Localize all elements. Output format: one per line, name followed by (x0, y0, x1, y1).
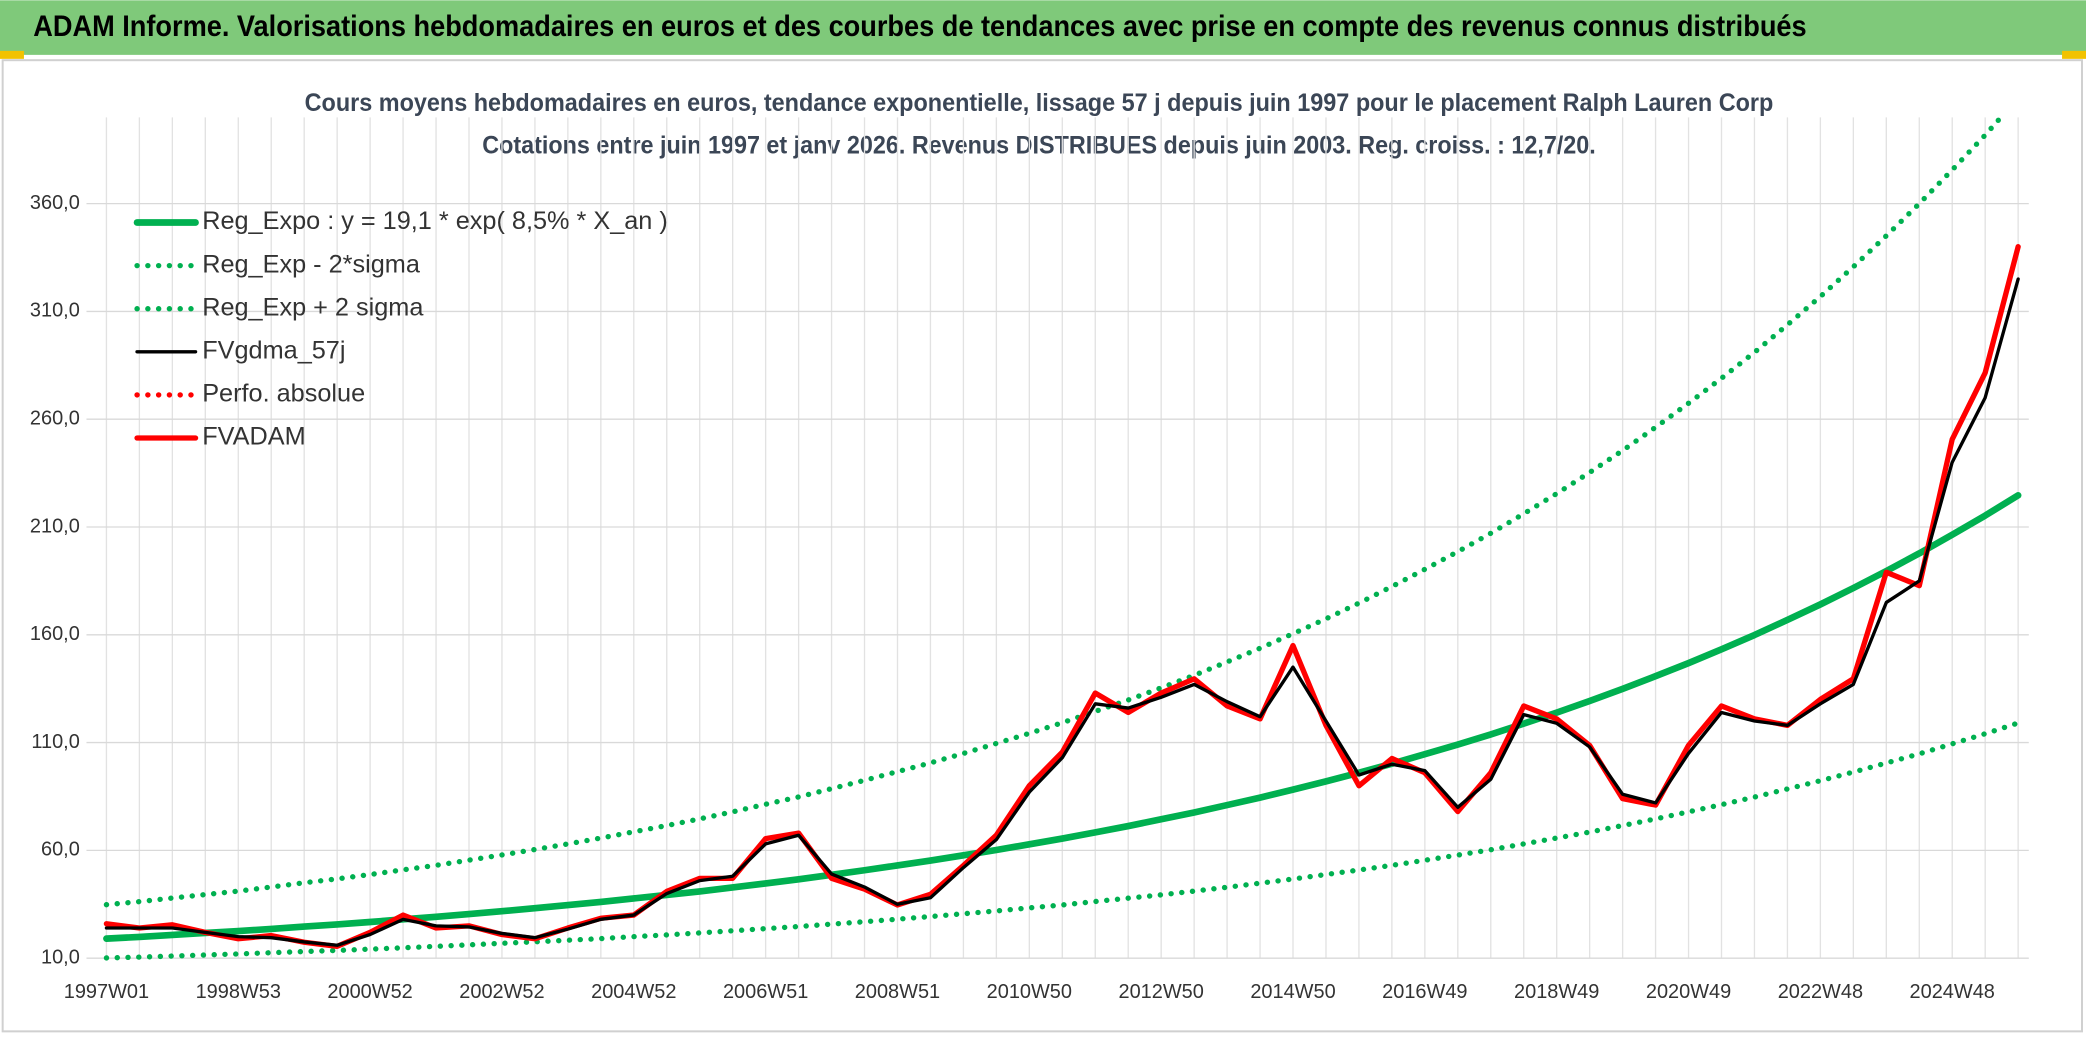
legend-label: FVgdma_57j (202, 336, 345, 364)
x-tick-label: 2008W51 (855, 981, 940, 1003)
x-tick-label: 2012W50 (1118, 981, 1203, 1003)
legend-label: Reg_Expo : y = 19,1 * exp( 8,5% * X_an ) (202, 207, 668, 235)
legend-label: Perfo. absolue (202, 380, 365, 408)
x-tick-label: 2022W48 (1778, 981, 1863, 1003)
chart-subtitle: Cotations entre juin 1997 et janv 2026. … (482, 131, 1596, 159)
header-title: ADAM Informe. Valorisations hebdomadaire… (33, 11, 1806, 43)
x-tick-label: 2018W49 (1514, 981, 1599, 1003)
y-tick-label: 160,0 (30, 623, 80, 645)
x-tick-label: 2016W49 (1382, 981, 1467, 1003)
y-tick-label: 110,0 (31, 731, 79, 753)
legend: Reg_Expo : y = 19,1 * exp( 8,5% * X_an )… (133, 207, 668, 451)
y-tick-label: 360,0 (30, 192, 80, 214)
x-tick-label: 1997W01 (64, 981, 149, 1003)
corner-mark (0, 50, 24, 59)
y-tick-label: 210,0 (30, 515, 80, 537)
series-line (103, 492, 2022, 942)
plot-area (103, 117, 2022, 961)
x-tick-label: 2006W51 (723, 981, 808, 1003)
legend-label: Reg_Exp + 2 sigma (202, 293, 424, 321)
chart-title: Cours moyens hebdomadaires en euros, ten… (305, 89, 1774, 117)
chart-frame (1, 59, 2084, 1033)
x-tick-label: 2010W50 (987, 981, 1072, 1003)
x-tick-label: 2024W48 (1910, 981, 1995, 1003)
header-band (0, 0, 2086, 55)
series-line (103, 117, 2005, 908)
corner-mark (2062, 50, 2086, 59)
x-tick-label: 2000W52 (327, 981, 412, 1003)
x-tick-label: 1998W53 (196, 981, 281, 1003)
x-tick-label: 2004W52 (591, 981, 676, 1003)
grid (86, 117, 2029, 959)
y-tick-label: 260,0 (30, 407, 80, 429)
legend-label: FVADAM (202, 423, 305, 451)
axes: 10,0 60,0 110,0 160,0 210,0 260,0 310,0 360,0 19… (30, 192, 1995, 1003)
x-tick-label: 2014W50 (1250, 981, 1335, 1003)
y-tick-label: 310,0 (30, 300, 80, 322)
x-tick-label: 2002W52 (459, 981, 544, 1003)
x-tick-label: 2020W49 (1646, 981, 1731, 1003)
y-tick-label: 60,0 (41, 839, 80, 861)
series-line (103, 720, 2021, 961)
legend-label: Reg_Exp - 2*sigma (202, 250, 421, 278)
series-line (104, 277, 2020, 947)
y-tick-label: 10,0 (41, 946, 80, 968)
